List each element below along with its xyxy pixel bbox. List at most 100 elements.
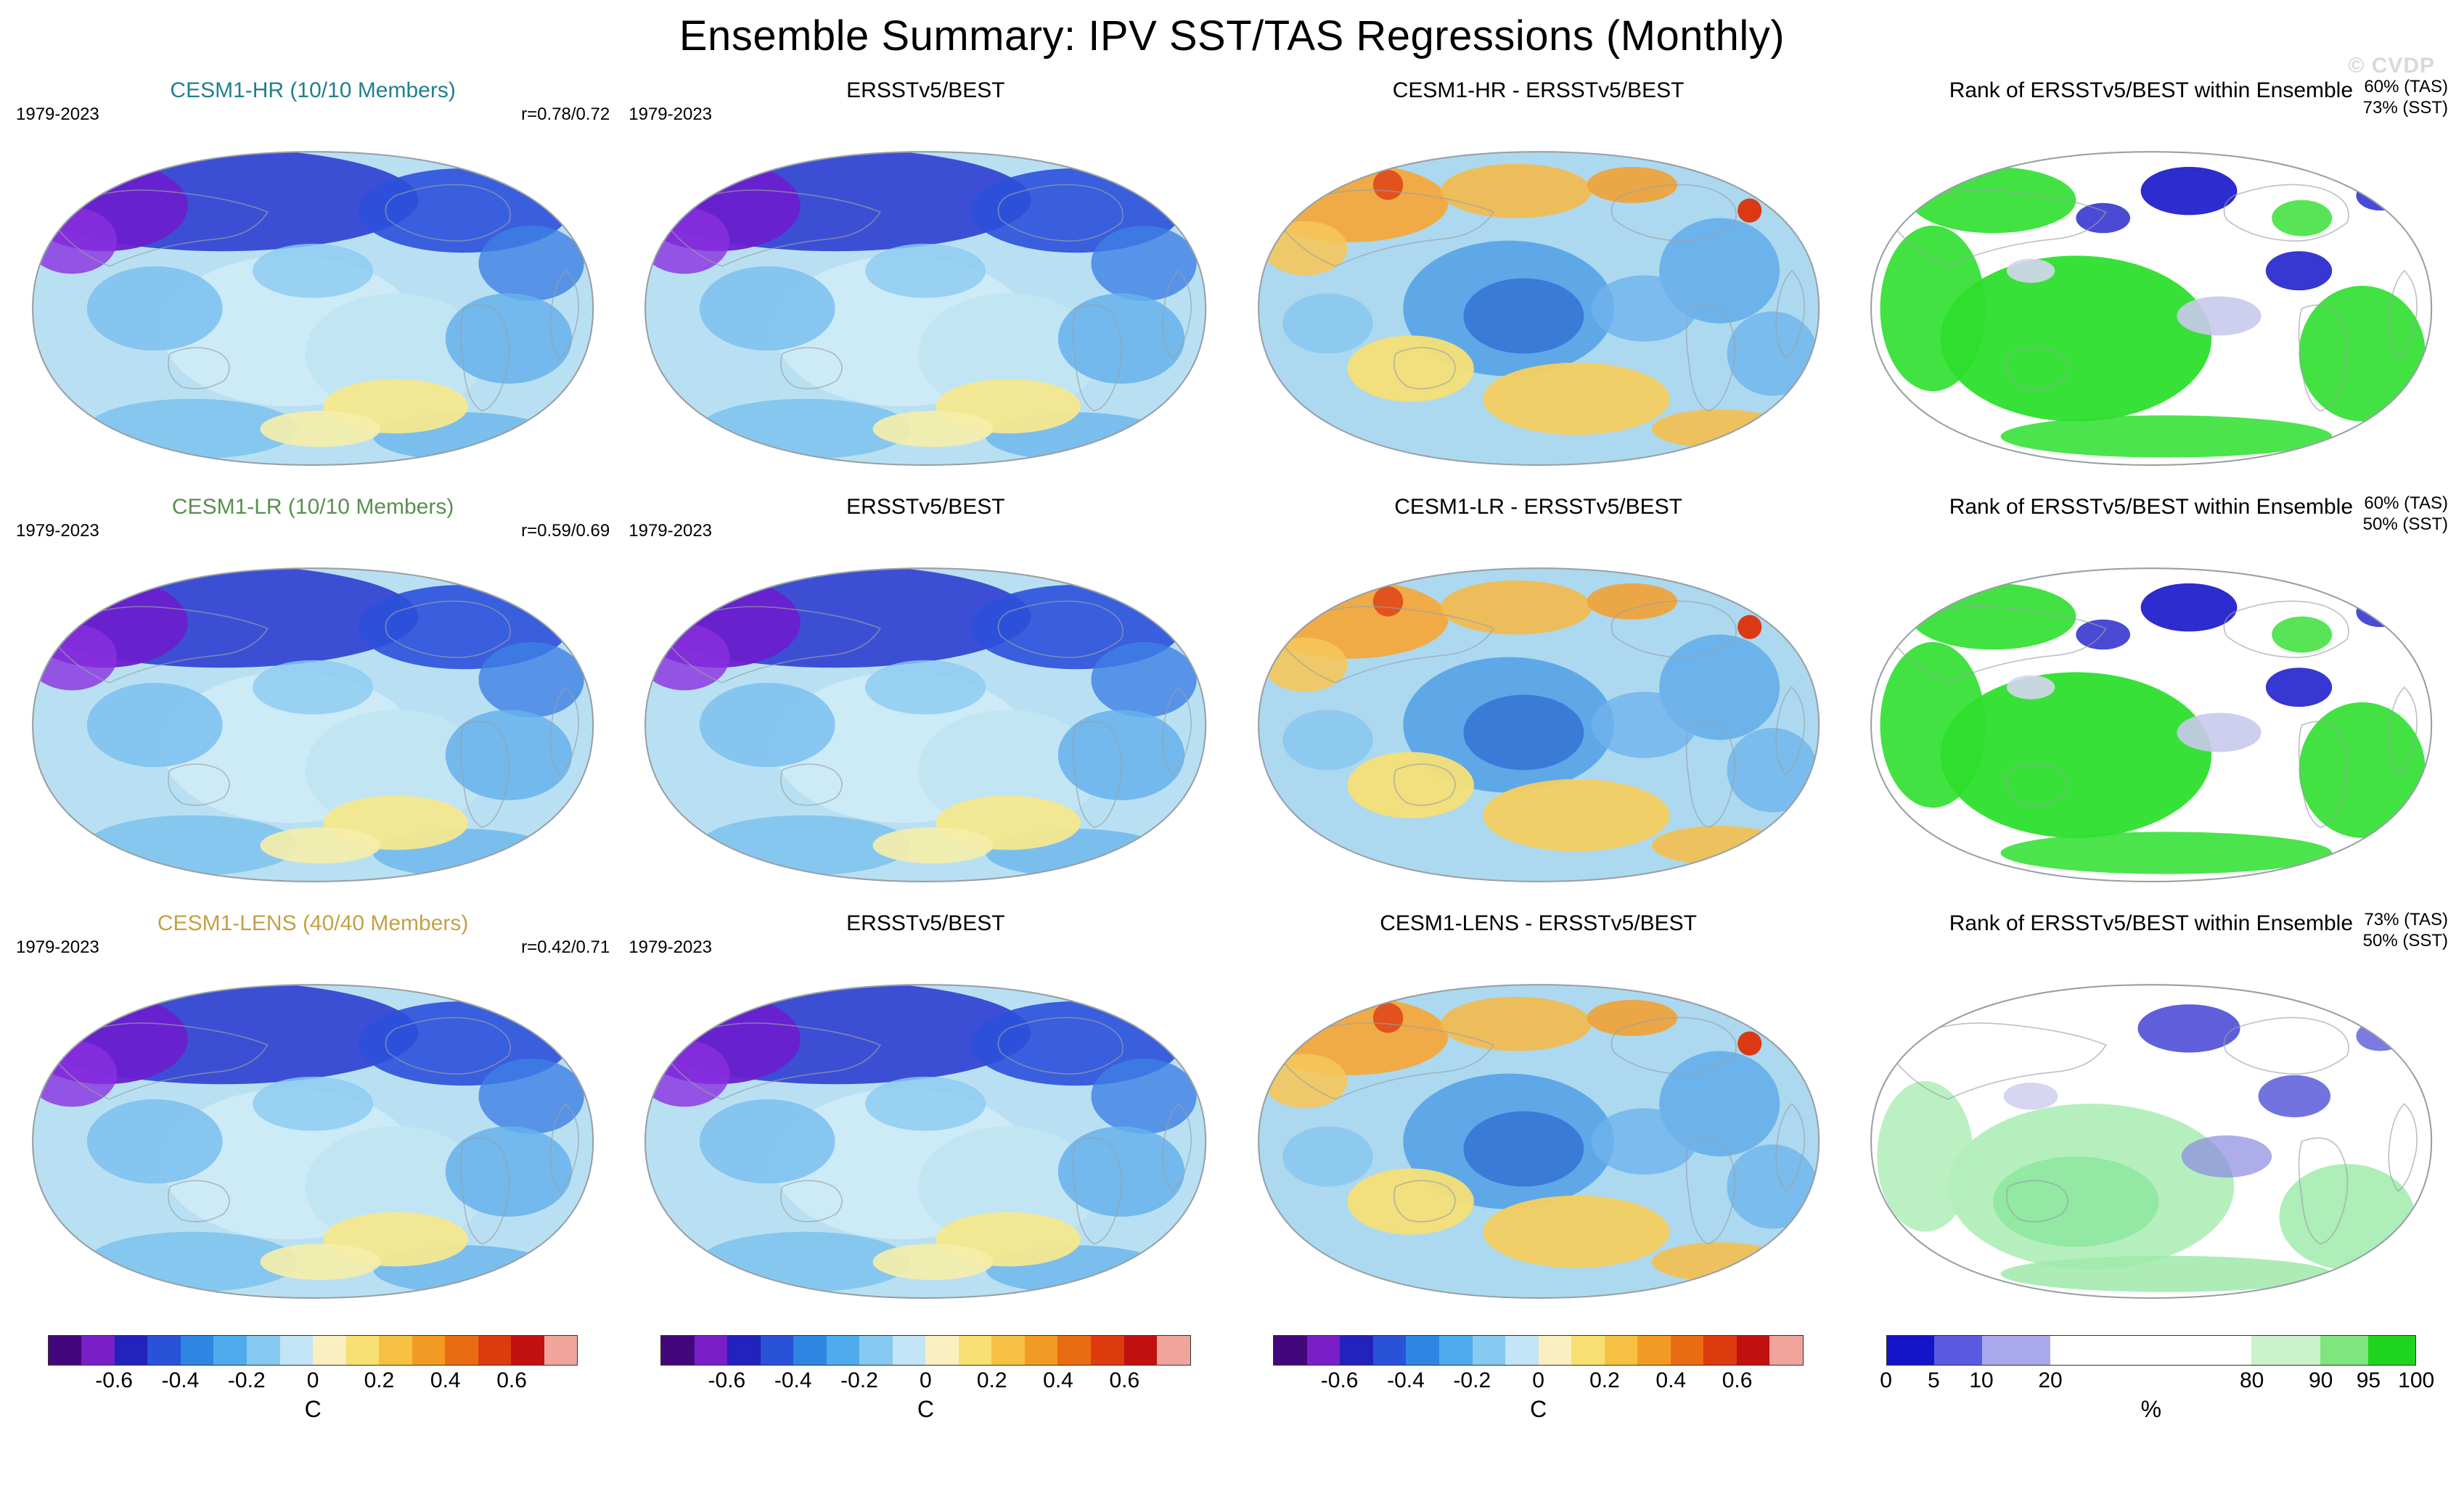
colorbar-segment <box>1057 1336 1091 1366</box>
panel-rank-row3: Rank of ERSSTv5/BEST within Ensemble 73%… <box>1850 908 2452 1322</box>
colorbar-segment <box>1670 1336 1704 1366</box>
colorbar-tick-label: 0.2 <box>976 1368 1007 1393</box>
colorbar-bar <box>1273 1335 1804 1366</box>
colorbar-segment <box>2050 1336 2252 1366</box>
panel-rank-row2: Rank of ERSSTv5/BEST within Ensemble 60%… <box>1850 492 2452 906</box>
colorbar-segment <box>1736 1336 1770 1366</box>
colorbar-regression-2: -0.6 -0.4 -0.2 0 0.2 0.4 0.6 C <box>660 1335 1191 1423</box>
colorbar-segment <box>48 1336 82 1366</box>
colorbar-segment <box>511 1336 544 1366</box>
colorbar-segment <box>114 1336 148 1366</box>
colorbar-tick-labels: 0 5 10 20 80 90 95 100 <box>1880 1367 2434 1396</box>
colorbar-segment <box>247 1336 280 1366</box>
colorbar-segment <box>379 1336 412 1366</box>
panel-title: CESM1-LR (10/10 Members) <box>171 495 454 520</box>
panel-head: CESM1-LR - ERSSTv5/BEST <box>1237 492 1840 544</box>
colorbar-segment <box>661 1336 695 1366</box>
panel-diff-cesm1-hr: CESM1-HR - ERSSTv5/BEST <box>1237 75 1840 489</box>
colorbar-row: -0.6 -0.4 -0.2 0 0.2 0.4 0.6 C -0.6 -0.4 -0.2 0 0.… <box>0 1322 2464 1423</box>
panel-cesm1-lens: CESM1-LENS (40/40 Members) 1979-2023 r=0… <box>12 908 614 1322</box>
colorbar-tick-label: 0.4 <box>430 1368 461 1393</box>
colorbar-segment <box>1538 1336 1572 1366</box>
colorbar-segment <box>1703 1336 1737 1366</box>
world-map-observations <box>644 151 1207 466</box>
panel-title: CESM1-LR - ERSSTv5/BEST <box>1394 495 1682 520</box>
panel-period: 1979-2023 <box>16 937 99 958</box>
colorbar-segment <box>2367 1336 2416 1366</box>
colorbar-tick-label: -0.2 <box>227 1368 266 1393</box>
world-map-difference <box>1257 984 1820 1300</box>
colorbar-bar <box>47 1335 578 1366</box>
world-map-model <box>32 567 594 883</box>
panel-title: Rank of ERSSTv5/BEST within Ensemble <box>1949 78 2354 102</box>
colorbar-segment <box>81 1336 115 1366</box>
colorbar-segment <box>1886 1336 1935 1366</box>
panel-head: CESM1-HR (10/10 Members) 1979-2023 r=0.7… <box>12 75 614 128</box>
panel-title: ERSSTv5/BEST <box>846 911 1005 936</box>
colorbar-segment <box>694 1336 728 1366</box>
panel-head: ERSSTv5/BEST 1979-2023 <box>624 492 1227 544</box>
colorbar-segment <box>1981 1336 2051 1366</box>
panel-period: 1979-2023 <box>629 104 713 124</box>
colorbar-tick-labels: -0.6 -0.4 -0.2 0 0.2 0.4 0.6 <box>1273 1367 1804 1396</box>
colorbar-regression-3: -0.6 -0.4 -0.2 0 0.2 0.4 0.6 C <box>1273 1335 1804 1423</box>
colorbar-segment <box>1769 1336 1803 1366</box>
colorbar-tick-label: -0.2 <box>840 1368 878 1393</box>
colorbar-tick-label: 0.2 <box>1589 1368 1620 1393</box>
colorbar-segment <box>1024 1336 1058 1366</box>
colorbar-segment <box>544 1336 578 1366</box>
colorbar-segment <box>1340 1336 1373 1366</box>
colorbar-segment <box>958 1336 992 1366</box>
panel-title: CESM1-LENS (40/40 Members) <box>157 911 469 936</box>
colorbar-segment <box>1934 1336 1982 1366</box>
colorbar-tick-label: -0.4 <box>161 1368 200 1393</box>
colorbar-tick-label: 0 <box>306 1368 319 1393</box>
world-map-difference <box>1257 151 1820 466</box>
colorbar-tick-label: 0.2 <box>364 1368 395 1393</box>
colorbar-segment <box>478 1336 512 1366</box>
panel-title: Rank of ERSSTv5/BEST within Ensemble <box>1949 911 2354 936</box>
panel-title: CESM1-LENS - ERSSTv5/BEST <box>1380 911 1698 936</box>
colorbar-tick-label: 0 <box>920 1368 932 1393</box>
colorbar-bar <box>660 1335 1191 1366</box>
colorbar-segment <box>1571 1336 1605 1366</box>
colorbar-unit-label: C <box>1530 1396 1547 1423</box>
panel-annotation-right: r=0.59/0.69 <box>521 521 610 542</box>
colorbar-segment <box>345 1336 380 1366</box>
panel-title: CESM1-HR (10/10 Members) <box>170 78 456 102</box>
map-grid: CESM1-HR (10/10 Members) 1979-2023 r=0.7… <box>0 75 2464 1322</box>
pattern-correlation: r=0.59/0.69 <box>521 521 610 541</box>
colorbar-tick-label: 95 <box>2356 1368 2381 1393</box>
panel-diff-cesm1-lr: CESM1-LR - ERSSTv5/BEST <box>1237 492 1840 906</box>
colorbar-rank: 0 5 10 20 80 90 95 100 % <box>1880 1335 2434 1423</box>
colorbar-segment <box>1157 1336 1190 1366</box>
panel-annotation-right: 60% (TAS) 50% (SST) <box>2363 493 2448 535</box>
world-map-observations <box>644 984 1207 1300</box>
panel-obs-row3: ERSSTv5/BEST 1979-2023 <box>624 908 1227 1322</box>
world-map-difference <box>1257 567 1820 883</box>
colorbar-segment <box>147 1336 181 1366</box>
world-map-model <box>32 151 594 466</box>
colorbar-segment <box>313 1336 346 1366</box>
colorbar-segment <box>1090 1336 1124 1366</box>
colorbar-segment <box>727 1336 761 1366</box>
panel-diff-cesm1-lens: CESM1-LENS - ERSSTv5/BEST <box>1237 908 1840 1322</box>
panel-period: 1979-2023 <box>16 104 99 124</box>
panel-annotation-right: 73% (TAS) 50% (SST) <box>2363 910 2448 952</box>
colorbar-segment <box>279 1336 314 1366</box>
panel-title: ERSSTv5/BEST <box>846 495 1005 520</box>
colorbar-segment <box>1372 1336 1407 1366</box>
colorbar-tick-label: -0.4 <box>774 1368 812 1393</box>
colorbar-segment <box>1306 1336 1341 1366</box>
panel-head: ERSSTv5/BEST 1979-2023 <box>624 75 1227 128</box>
panel-obs-row1: ERSSTv5/BEST 1979-2023 <box>624 75 1227 489</box>
figure-header: Ensemble Summary: IPV SST/TAS Regression… <box>0 0 2464 78</box>
world-map-model <box>32 984 594 1300</box>
colorbar-tick-label: 90 <box>2308 1368 2333 1393</box>
rank-tas-value: 60% (TAS) <box>2364 77 2448 97</box>
colorbar-segment <box>1274 1336 1307 1366</box>
colorbar-tick-label: 0.6 <box>496 1368 527 1393</box>
colorbar-bar <box>1886 1335 2417 1366</box>
colorbar-segment <box>859 1336 893 1366</box>
